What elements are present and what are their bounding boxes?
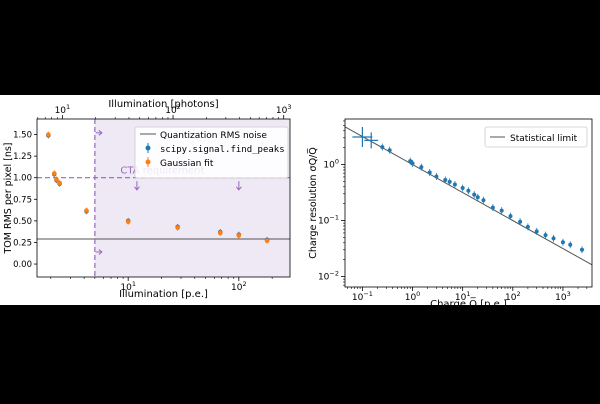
charge-resolution-point bbox=[472, 192, 477, 197]
charge-resolution-point bbox=[525, 224, 530, 229]
charge-resolution-point bbox=[460, 186, 465, 191]
charge-resolution-point bbox=[543, 233, 548, 238]
right-arrow-head bbox=[98, 129, 103, 136]
legend-quant-label: Quantization RMS noise bbox=[160, 131, 267, 141]
y-tick-label: 1.25 bbox=[13, 152, 32, 162]
y-tick-label: 10−2 bbox=[318, 270, 339, 283]
plot-frame bbox=[344, 118, 593, 288]
charge-resolution-point bbox=[466, 188, 471, 193]
charge-resolution-point bbox=[410, 161, 415, 166]
charge-resolution-point bbox=[518, 219, 523, 224]
charge-resolution-point bbox=[508, 214, 513, 219]
gaussian-fit-point bbox=[54, 177, 59, 182]
charge-resolution-point bbox=[419, 165, 424, 170]
y-axis-label: Charge resolution σQ/Q̅ bbox=[307, 147, 319, 258]
y-tick-label: 10−1 bbox=[318, 214, 339, 227]
charge-resolution-point bbox=[560, 240, 565, 245]
x2-tick-label: 102 bbox=[165, 103, 181, 116]
gaussian-fit-point bbox=[52, 171, 57, 176]
data-points bbox=[352, 127, 584, 254]
charge-resolution-point bbox=[434, 174, 439, 179]
x2-tick-label: 103 bbox=[276, 103, 292, 116]
charge-resolution-point bbox=[499, 208, 504, 213]
x-tick-label: 101 bbox=[455, 290, 471, 303]
gaussian-fit-point bbox=[217, 230, 223, 236]
charge-resolution-point bbox=[481, 198, 486, 203]
y-tick-label: 0.50 bbox=[13, 217, 32, 227]
legend-gaussian-marker bbox=[145, 159, 151, 165]
charge-resolution-point bbox=[568, 242, 573, 247]
gaussian-fit-point bbox=[175, 225, 180, 231]
x-tick-label: 100 bbox=[405, 290, 421, 303]
x-tick-label: 102 bbox=[505, 290, 521, 303]
x-axis-label: Charge Q̅ [p.e.] bbox=[430, 297, 507, 310]
down-arrow-head bbox=[235, 186, 242, 191]
y-tick-label: 1.50 bbox=[13, 131, 32, 141]
charge-resolution-point bbox=[447, 179, 452, 184]
gaussian-fit-point bbox=[236, 233, 242, 238]
charge-resolution-point bbox=[452, 182, 457, 187]
x-tick-label: 103 bbox=[555, 290, 571, 303]
right-chart: 10−1 100 101 102 103 10−2 10−1 100 Charge Q̅ [… bbox=[307, 118, 593, 310]
charge-resolution-point bbox=[387, 148, 392, 153]
charge-resolution-point bbox=[443, 177, 448, 182]
y-axis-label: TOM RMS per pixel [ns] bbox=[3, 142, 14, 254]
charge-resolution-point bbox=[427, 170, 432, 175]
y-tick-label: 0.25 bbox=[13, 238, 32, 248]
gaussian-fit-point bbox=[46, 132, 51, 137]
legend: Statistical limit bbox=[484, 126, 588, 148]
x-axis-label: Illumination [p.e.] bbox=[119, 289, 208, 300]
legend-find-peaks-marker bbox=[145, 145, 151, 151]
gaussian-fit-point bbox=[84, 208, 89, 213]
legend-limit-label: Statistical limit bbox=[510, 134, 578, 144]
gaussian-fit-point bbox=[264, 238, 270, 244]
gaussian-fit-point bbox=[125, 219, 131, 225]
figure-background bbox=[0, 95, 600, 305]
down-arrow-head bbox=[134, 186, 140, 191]
legend-box bbox=[484, 126, 588, 148]
legend-find-peaks-label: scipy.signal.find_peaks bbox=[160, 145, 285, 155]
y-tick-label: 1.00 bbox=[13, 174, 32, 184]
data-points bbox=[46, 131, 270, 244]
y-tick-label: 100 bbox=[323, 158, 339, 171]
x-tick-label: 10−1 bbox=[352, 290, 373, 303]
charge-resolution-point bbox=[534, 229, 539, 234]
charge-resolution-point bbox=[475, 195, 480, 200]
x2-axis-label: Illumination [photons] bbox=[108, 99, 218, 110]
right-arrow-head bbox=[98, 249, 103, 255]
charge-resolution-point bbox=[579, 247, 584, 252]
legend: Quantization RMS noise scipy.signal.find… bbox=[134, 126, 289, 179]
region-arrows bbox=[95, 129, 242, 255]
legend-box bbox=[134, 126, 289, 179]
left-chart: 101 102 101 102 103 0.00 0.25 0.50 0.75 1.00 1.2… bbox=[3, 99, 291, 300]
x-tick-label: 102 bbox=[231, 280, 247, 293]
charge-resolution-point bbox=[490, 205, 495, 210]
charge-resolution-point bbox=[380, 145, 385, 150]
y-tick-label: 0.00 bbox=[13, 260, 32, 270]
y-tick-label: 0.75 bbox=[13, 195, 32, 205]
charge-resolution-point bbox=[551, 236, 556, 241]
gaussian-fit-point bbox=[57, 180, 62, 186]
plot-frame bbox=[36, 118, 291, 278]
y-ticks: 0.00 0.25 0.50 0.75 1.00 1.25 1.50 bbox=[13, 131, 37, 270]
statistical-limit-line bbox=[344, 126, 593, 266]
x2-ticks: 101 102 103 bbox=[37, 103, 292, 119]
x-tick-label: 101 bbox=[120, 280, 136, 293]
legend-gaussian-label: Gaussian fit bbox=[160, 159, 214, 169]
x2-tick-label: 101 bbox=[55, 103, 71, 116]
